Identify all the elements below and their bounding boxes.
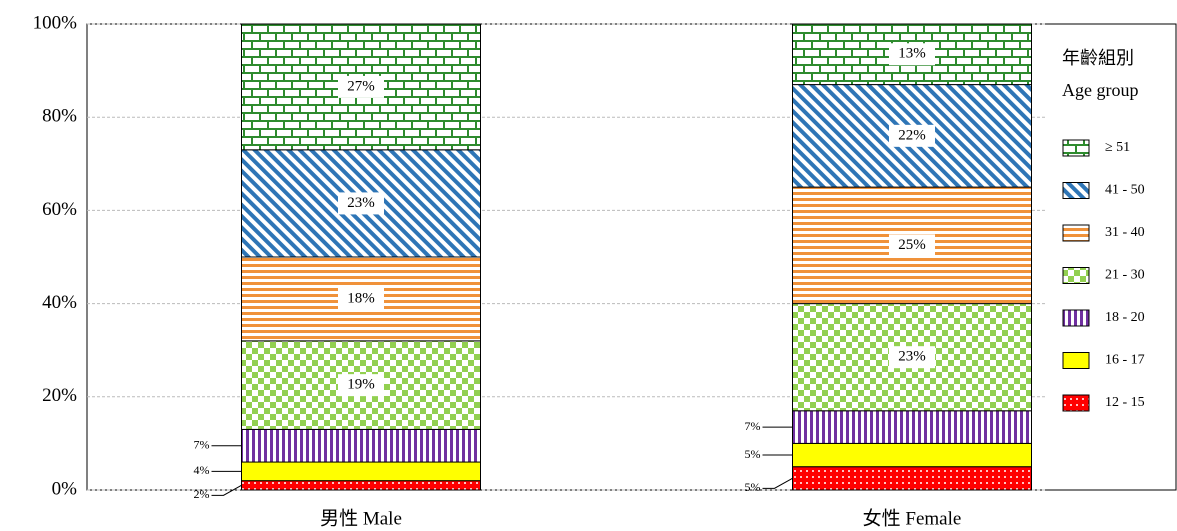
- data-label: 2%: [194, 487, 210, 501]
- data-label: 7%: [745, 419, 761, 433]
- y-tick-label: 20%: [42, 385, 77, 406]
- data-label: 22%: [898, 127, 926, 143]
- legend-label: 18 - 20: [1105, 310, 1145, 325]
- y-tick-label: 100%: [33, 12, 78, 33]
- data-label: 25%: [898, 237, 926, 253]
- bar-segment: [792, 442, 1032, 468]
- y-tick-label: 0%: [52, 478, 78, 499]
- label-bg: [889, 346, 935, 369]
- data-label: 5%: [745, 447, 761, 461]
- data-label: 13%: [898, 46, 926, 62]
- label-bg: [338, 192, 384, 215]
- data-label: 4%: [194, 463, 210, 477]
- label-bg: [338, 287, 384, 310]
- legend-label: ≥ 51: [1105, 140, 1130, 155]
- label-bg: [338, 374, 384, 397]
- y-tick-label: 80%: [42, 106, 77, 127]
- plot-border: [86, 23, 1177, 491]
- legend-label: 16 - 17: [1105, 353, 1145, 368]
- legend-label: 12 - 15: [1105, 395, 1145, 410]
- data-label: 5%: [745, 480, 761, 494]
- data-label: 23%: [347, 195, 375, 211]
- legend-swatch: [1062, 182, 1090, 199]
- bar-segment: [792, 410, 1032, 444]
- legend-swatch: [1062, 309, 1090, 327]
- legend-swatch: [1062, 224, 1090, 242]
- label-bg: [889, 43, 935, 66]
- leader-line: [211, 484, 242, 496]
- bar-segment: [241, 480, 481, 491]
- leader-line: [762, 477, 793, 489]
- label-bg: [889, 234, 935, 257]
- x-tick-label: 男性 Male: [320, 507, 402, 529]
- legend-label: 21 - 30: [1105, 268, 1145, 283]
- y-tick-label: 40%: [42, 292, 77, 313]
- bar-segment: [241, 461, 481, 482]
- data-label: 27%: [347, 78, 375, 94]
- legend-swatch: [1062, 394, 1090, 412]
- legend-title: Age group: [1062, 80, 1138, 100]
- bar-segment: [241, 428, 481, 463]
- data-label: 19%: [347, 377, 375, 393]
- bar-segment: [792, 466, 1032, 491]
- data-label: 7%: [194, 437, 210, 451]
- legend-swatch: [1062, 267, 1090, 284]
- x-tick-label: 女性 Female: [863, 507, 962, 529]
- legend-label: 41 - 50: [1105, 183, 1145, 198]
- legend-title: 年齡組別: [1062, 48, 1134, 68]
- data-label: 18%: [347, 290, 375, 306]
- legend-swatch: [1062, 352, 1090, 369]
- legend-swatch: [1062, 139, 1090, 157]
- label-bg: [889, 124, 935, 147]
- data-label: 23%: [898, 349, 926, 365]
- y-tick-label: 60%: [42, 199, 77, 220]
- legend-label: 31 - 40: [1105, 225, 1145, 240]
- label-bg: [338, 75, 384, 98]
